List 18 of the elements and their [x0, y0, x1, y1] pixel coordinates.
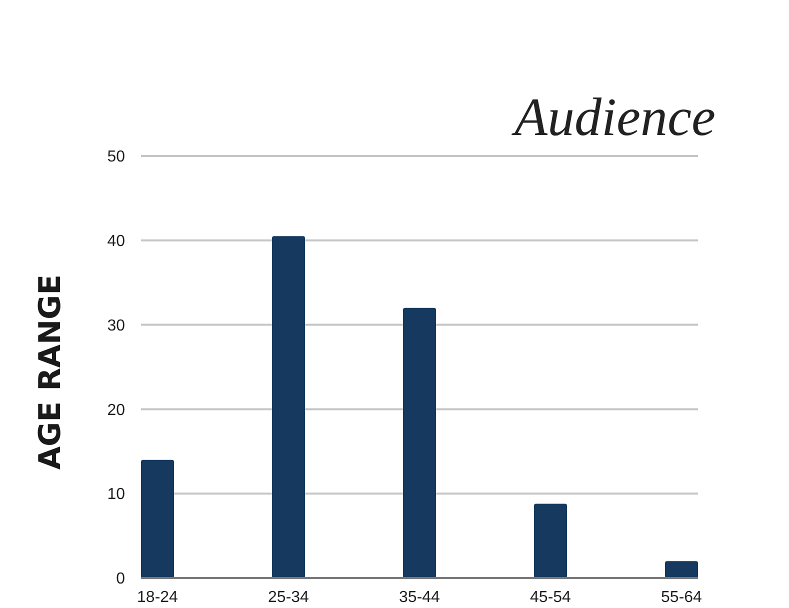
y-tick-label: 10 [107, 486, 126, 504]
y-tick-label: 0 [116, 570, 126, 588]
bar [534, 504, 567, 578]
y-axis-title: AGE RANGE [33, 274, 68, 470]
x-tick-label: 35-44 [399, 589, 440, 606]
x-tick-label: 55-64 [661, 589, 702, 606]
y-tick-label: 40 [107, 233, 126, 250]
y-tick-label: 20 [107, 402, 126, 419]
bar [403, 308, 436, 578]
chart-title: Audience [512, 87, 716, 147]
y-tick-label: 30 [107, 317, 126, 334]
x-tick-label: 18-24 [137, 589, 178, 606]
bar [665, 561, 698, 578]
bar [141, 460, 174, 578]
bar [272, 236, 305, 578]
x-tick-label: 45-54 [530, 589, 572, 606]
x-tick-label: 25-34 [268, 589, 310, 606]
y-tick-label: 50 [107, 148, 126, 166]
